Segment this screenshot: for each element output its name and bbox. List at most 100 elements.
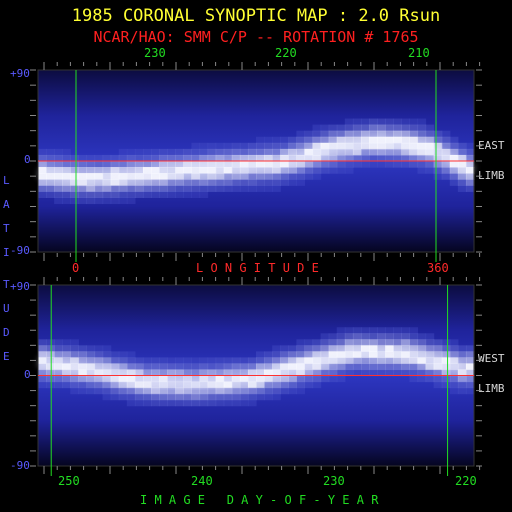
heatmap-cell	[215, 387, 225, 395]
heatmap-cell	[393, 161, 402, 168]
heatmap-cell	[223, 185, 233, 192]
heatmap-cell	[288, 357, 297, 365]
heatmap-cell	[183, 185, 192, 192]
heatmap-cell	[118, 191, 128, 198]
heatmap-cell	[401, 327, 410, 334]
heatmap-cell	[433, 142, 443, 150]
heatmap-cell	[296, 142, 306, 150]
heatmap-cell	[239, 399, 249, 407]
heatmap-cell	[344, 357, 354, 365]
heatmap-cell	[191, 363, 201, 371]
heatmap-cell	[441, 351, 451, 358]
heatmap-cell	[167, 369, 176, 377]
heatmap-cell	[86, 351, 96, 358]
heatmap-cell	[433, 375, 443, 383]
heatmap-cell	[409, 357, 419, 365]
heatmap-cell	[70, 339, 79, 346]
heatmap-cell	[118, 393, 128, 401]
heatmap-cell	[247, 363, 257, 371]
heatmap-cell	[457, 357, 467, 365]
heatmap-cell	[183, 179, 192, 186]
heatmap-cell	[256, 173, 265, 180]
longitude-start-label: 0	[72, 261, 80, 275]
heatmap-cell	[312, 351, 322, 358]
heatmap-cell	[385, 369, 394, 377]
heatmap-cell	[433, 369, 443, 377]
heatmap-cell	[215, 393, 225, 401]
heatmap-cell	[272, 142, 281, 150]
heatmap-cell	[86, 387, 96, 395]
heatmap-cell	[102, 393, 112, 401]
heatmap-cell	[159, 363, 168, 371]
heatmap-cell	[417, 118, 427, 126]
heatmap-cell	[377, 130, 386, 138]
heatmap-cell	[409, 161, 419, 168]
heatmap-cell	[231, 357, 241, 365]
heatmap-cell	[369, 333, 378, 340]
heatmap-cell	[272, 381, 281, 389]
heatmap-cell	[457, 363, 467, 371]
heatmap-cell	[126, 387, 136, 395]
heatmap-cell	[409, 148, 419, 156]
heatmap-cell	[231, 185, 241, 192]
heatmap-cell	[441, 375, 451, 383]
heatmap-cell	[465, 179, 475, 186]
heatmap-cell	[457, 142, 467, 150]
heatmap-cell	[110, 363, 120, 371]
heatmap-cell	[126, 167, 136, 174]
heatmap-cell	[110, 179, 120, 186]
heatmap-cell	[102, 357, 112, 365]
heatmap-cell	[296, 375, 306, 383]
heatmap-cell	[288, 345, 297, 352]
heatmap-cell	[409, 345, 419, 352]
heatmap-cell	[62, 339, 71, 346]
heatmap-cell	[360, 148, 370, 156]
heatmap-cell	[304, 351, 314, 358]
heatmap-cell	[425, 124, 435, 132]
heatmap-cell	[264, 363, 273, 371]
heatmap-cell	[352, 369, 362, 377]
heatmap-cell	[191, 387, 201, 395]
heatmap-cell	[159, 387, 168, 395]
heatmap-cell	[175, 173, 184, 180]
heatmap-cell	[272, 393, 281, 401]
heatmap-cell	[94, 375, 104, 383]
heatmap-cell	[118, 167, 128, 174]
heatmap-cell	[38, 191, 47, 198]
heatmap-cell	[151, 191, 160, 198]
heatmap-cell	[118, 357, 128, 365]
heatmap-cell	[62, 381, 71, 389]
heatmap-cell	[199, 173, 209, 180]
heatmap-cell	[272, 167, 281, 174]
heatmap-cell	[344, 167, 354, 174]
heatmap-cell	[441, 345, 451, 352]
heatmap-cell	[223, 179, 233, 186]
heatmap-cell	[425, 130, 435, 138]
heatmap-cell	[256, 148, 265, 156]
heatmap-cell	[159, 357, 168, 365]
heatmap-cell	[70, 154, 79, 162]
heatmap-cell	[433, 173, 443, 180]
heatmap-cell	[142, 185, 152, 192]
heatmap-cell	[336, 136, 346, 144]
heatmap-cell	[336, 345, 346, 352]
heatmap-cell	[247, 185, 257, 192]
heatmap-cell	[78, 167, 88, 174]
heatmap-cell	[62, 185, 71, 192]
heatmap-cell	[336, 161, 346, 168]
heatmap-cell	[280, 357, 289, 365]
heatmap-cell	[118, 185, 128, 192]
heatmap-cell	[360, 118, 370, 126]
latitude-tick-label: -90	[10, 459, 30, 472]
heatmap-cell	[369, 363, 378, 371]
heatmap-cell	[401, 369, 410, 377]
heatmap-cell	[191, 357, 201, 365]
heatmap-cell	[38, 345, 47, 352]
heatmap-cell	[118, 197, 128, 205]
heatmap-cell	[102, 167, 112, 174]
heatmap-cell	[167, 148, 176, 156]
heatmap-cell	[312, 161, 322, 168]
heatmap-cell	[393, 369, 402, 377]
heatmap-cell	[280, 173, 289, 180]
